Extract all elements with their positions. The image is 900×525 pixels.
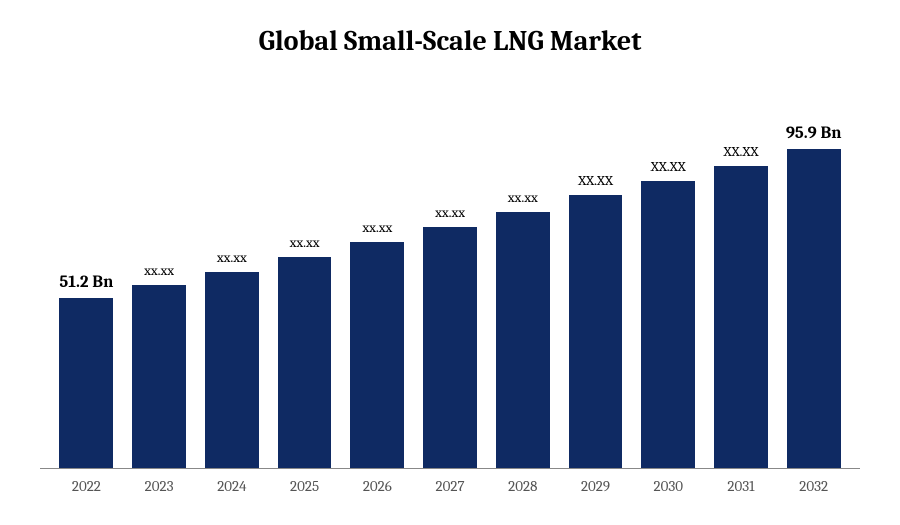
bar-group: xx.xx xyxy=(123,77,196,468)
chart-container: Global Small-Scale LNG Market 51.2 Bnxx.… xyxy=(0,0,900,525)
bar-value-label: xx.xx xyxy=(123,262,196,279)
x-axis-label: 2025 xyxy=(268,477,341,495)
bar xyxy=(641,181,695,468)
bar-value-label: 95.9 Bn xyxy=(777,124,850,143)
bar-value-label: xx.xx xyxy=(486,189,559,206)
bar-value-label: xx.xx xyxy=(268,234,341,251)
bar xyxy=(132,285,186,468)
bar xyxy=(714,166,768,468)
x-axis-label: 2032 xyxy=(777,477,850,495)
x-axis-label: 2028 xyxy=(486,477,559,495)
bar-group: xx.xx xyxy=(486,77,559,468)
x-axis-label: 2029 xyxy=(559,477,632,495)
x-axis-label: 2024 xyxy=(195,477,268,495)
bar-group: xx.xx xyxy=(341,77,414,468)
bar xyxy=(350,242,404,468)
bar xyxy=(59,298,113,468)
bar xyxy=(496,212,550,468)
bar-value-label: 51.2 Bn xyxy=(50,273,123,292)
x-axis-label: 2031 xyxy=(705,477,778,495)
bar xyxy=(787,149,841,468)
bar-value-label: XX.XX xyxy=(705,143,778,160)
bar xyxy=(423,227,477,468)
bar-group: XX.XX xyxy=(559,77,632,468)
x-axis-label: 2022 xyxy=(50,477,123,495)
plot-area: 51.2 Bnxx.xxxx.xxxx.xxxx.xxxx.xxxx.xxXX.… xyxy=(40,77,860,469)
bar-group: XX.XX xyxy=(705,77,778,468)
bar-group: XX.XX xyxy=(632,77,705,468)
bar xyxy=(569,195,623,468)
x-axis: 2022202320242025202620272028202920302031… xyxy=(40,469,860,495)
bar xyxy=(278,257,332,468)
bar xyxy=(205,272,259,468)
bar-group: xx.xx xyxy=(268,77,341,468)
bar-value-label: xx.xx xyxy=(341,219,414,236)
chart-title: Global Small-Scale LNG Market xyxy=(40,25,860,57)
bar-value-label: xx.xx xyxy=(414,204,487,221)
bar-value-label: xx.xx xyxy=(195,249,268,266)
x-axis-label: 2023 xyxy=(123,477,196,495)
bar-group: xx.xx xyxy=(195,77,268,468)
bar-group: 95.9 Bn xyxy=(777,77,850,468)
x-axis-label: 2026 xyxy=(341,477,414,495)
x-axis-label: 2027 xyxy=(414,477,487,495)
bar-value-label: XX.XX xyxy=(632,158,705,175)
bar-group: xx.xx xyxy=(414,77,487,468)
bar-value-label: XX.XX xyxy=(559,172,632,189)
bar-group: 51.2 Bn xyxy=(50,77,123,468)
x-axis-label: 2030 xyxy=(632,477,705,495)
